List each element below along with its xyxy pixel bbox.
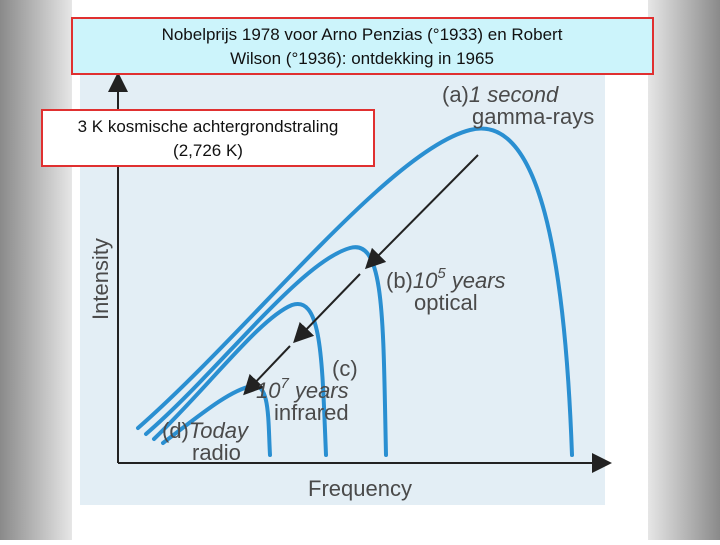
y-axis-label: Intensity bbox=[88, 238, 113, 320]
right-edge bbox=[648, 0, 720, 540]
tag: (d) bbox=[162, 418, 189, 443]
curve-b bbox=[144, 245, 388, 457]
diagram bbox=[136, 126, 574, 457]
curve-c bbox=[152, 302, 328, 457]
callout-line: (2,726 K) bbox=[173, 141, 243, 160]
label: 10 bbox=[413, 268, 438, 293]
curve-label: optical bbox=[414, 290, 478, 315]
callout-line: 3 K kosmische achtergrondstraling bbox=[78, 117, 339, 136]
label: years bbox=[293, 378, 349, 403]
title-line: Wilson (°1936): ontdekking in 1965 bbox=[230, 49, 494, 68]
curve-label: radio bbox=[192, 440, 241, 465]
title-box bbox=[71, 17, 654, 75]
title-line: Nobelprijs 1978 voor Arno Penzias (°1933… bbox=[162, 25, 563, 44]
curve-label: (a)1 second bbox=[442, 82, 559, 107]
curve-label: (c) bbox=[332, 356, 358, 381]
exponent: 7 bbox=[280, 375, 289, 392]
curve-label: (b)105 years bbox=[386, 265, 506, 293]
arrow bbox=[364, 154, 479, 270]
arrow bbox=[293, 273, 361, 344]
curve-label: gamma-rays bbox=[472, 104, 594, 129]
tag: (a) bbox=[442, 82, 469, 107]
exponent: 5 bbox=[437, 265, 446, 282]
callout-box bbox=[41, 109, 375, 167]
arrow bbox=[243, 345, 291, 396]
tag: (b) bbox=[386, 268, 413, 293]
label: Today bbox=[189, 418, 250, 443]
curve-label: (d)Today bbox=[162, 418, 250, 443]
label: 10 bbox=[256, 378, 281, 403]
label: 1 second bbox=[469, 82, 559, 107]
label: years bbox=[450, 268, 506, 293]
x-axis-label: Frequency bbox=[308, 476, 412, 501]
curve-label: infrared bbox=[274, 400, 349, 425]
curve-label: 107 years bbox=[256, 375, 349, 403]
curve-a bbox=[136, 126, 574, 457]
left-edge bbox=[0, 0, 72, 540]
